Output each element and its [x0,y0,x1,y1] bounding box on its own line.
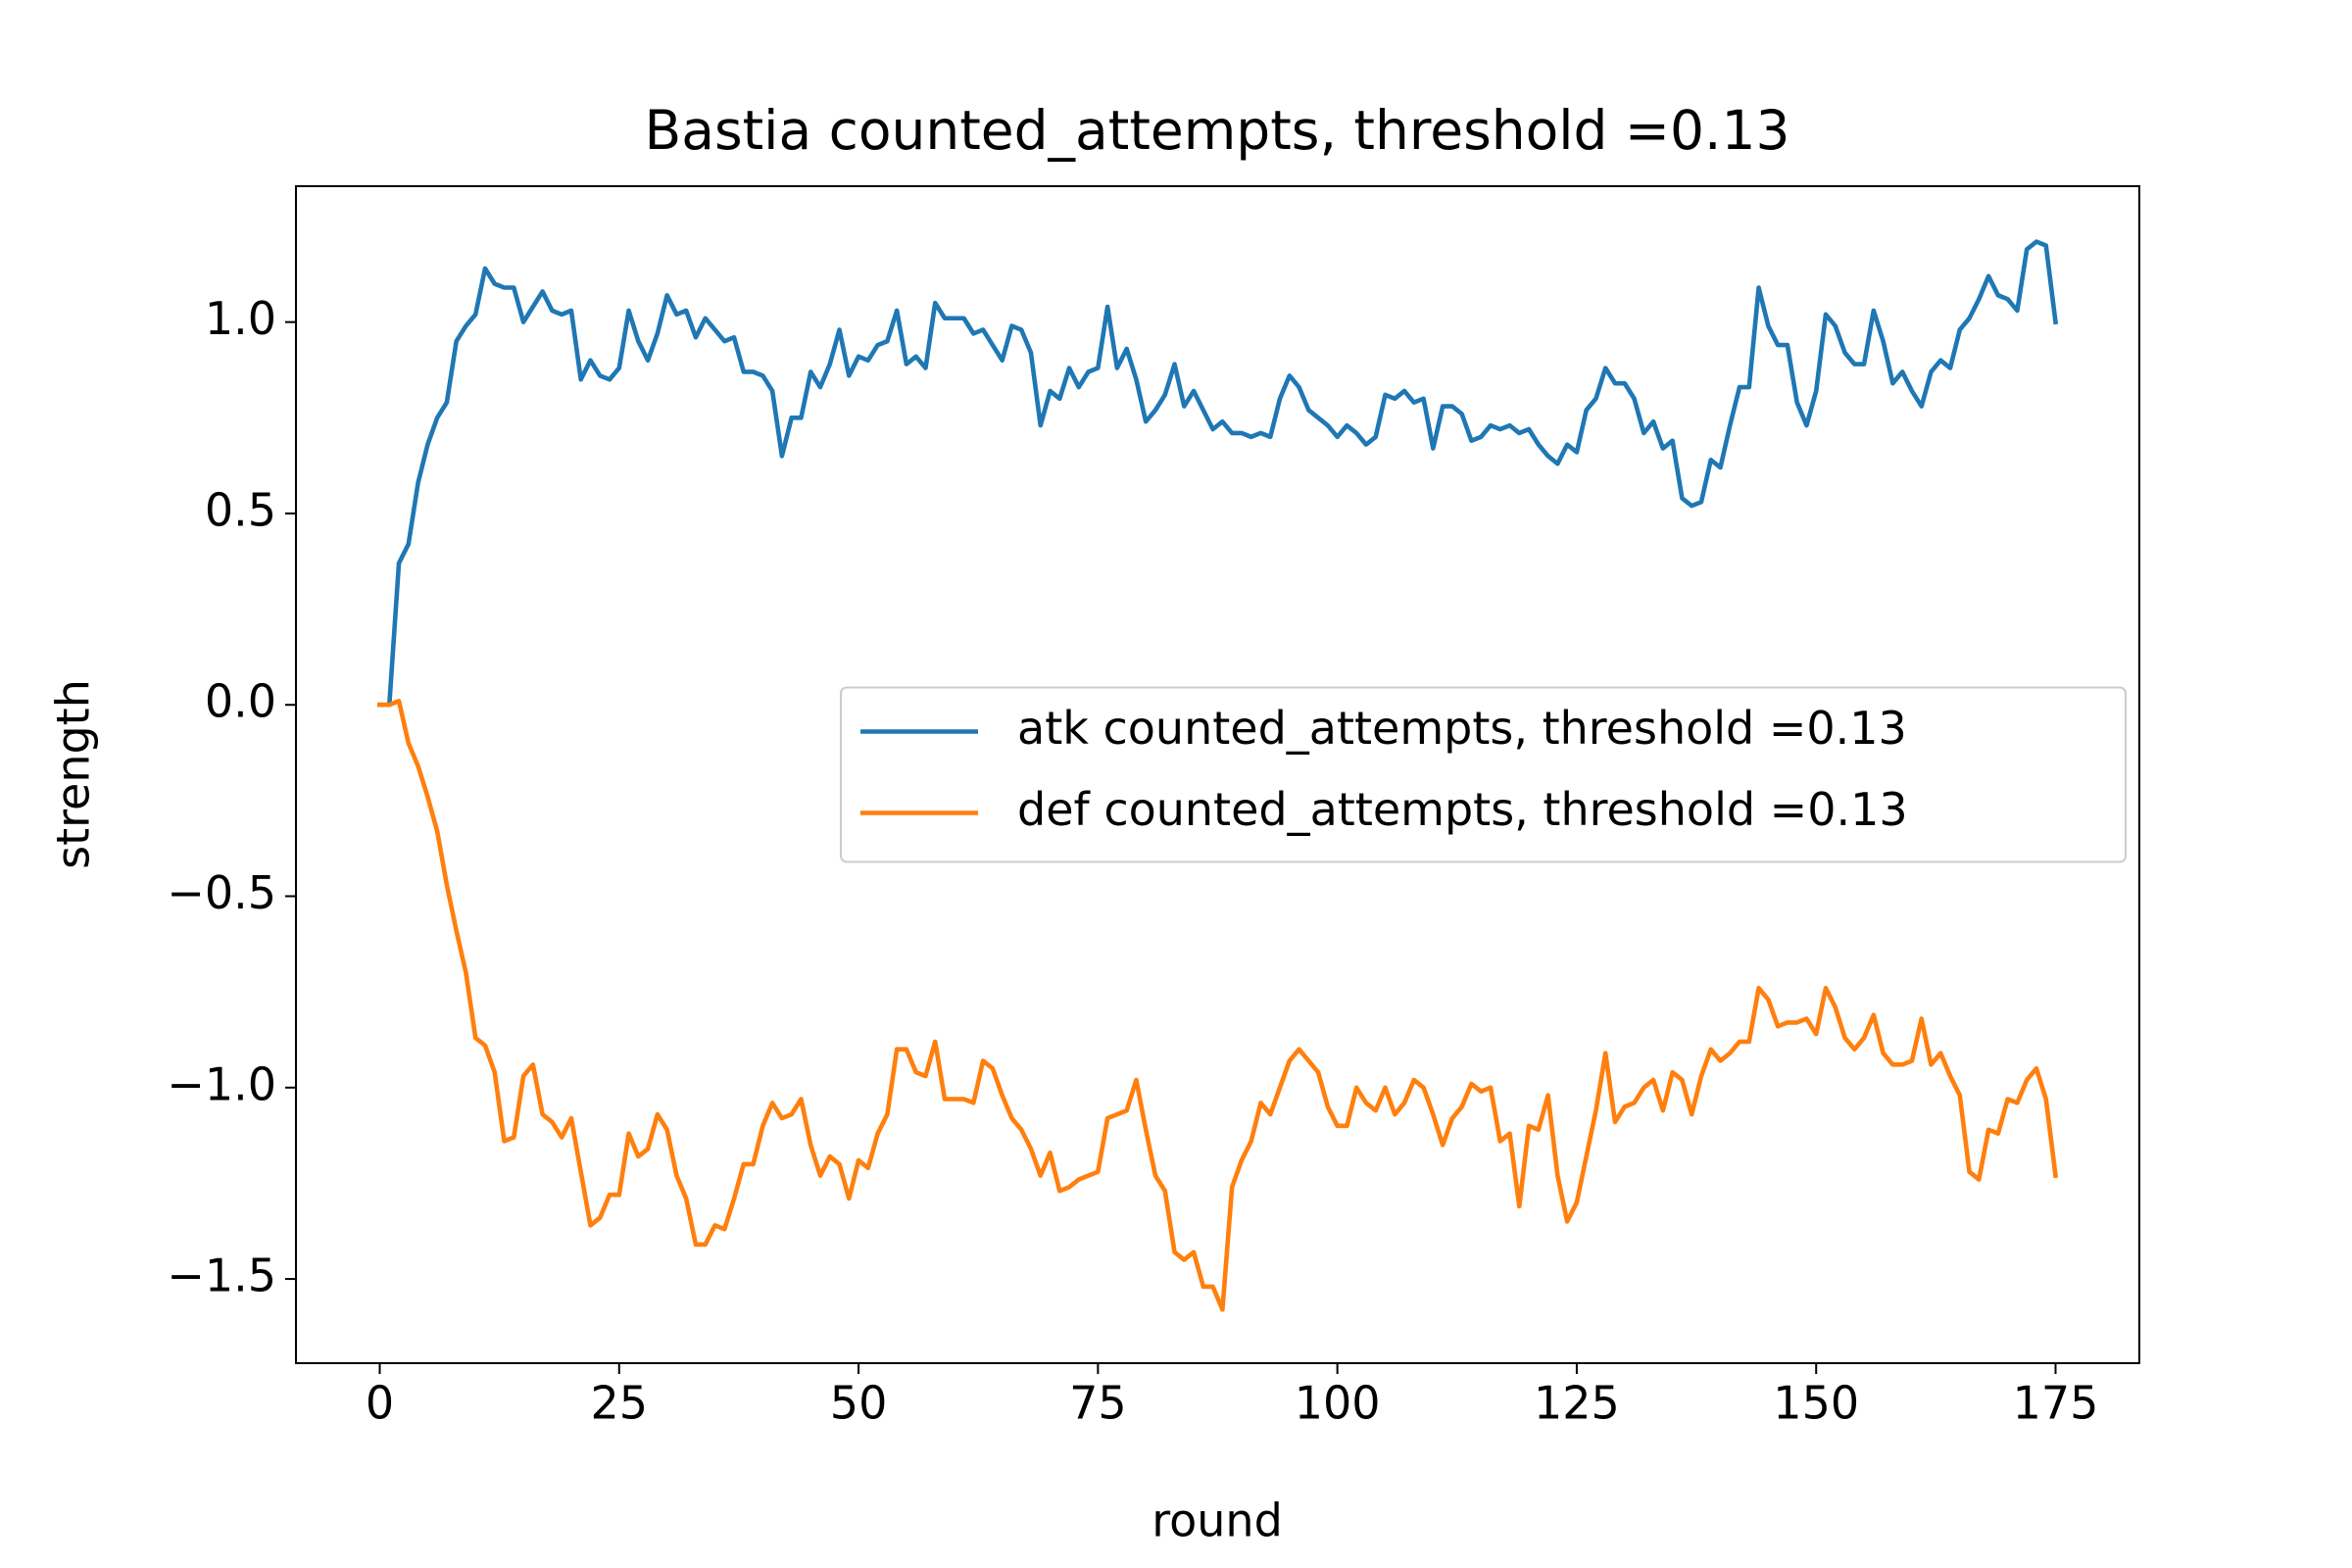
x-tick-label: 50 [830,1377,888,1430]
x-tick-label: 125 [1534,1377,1620,1430]
series-line [377,699,2059,1312]
y-tick-label: −1.0 [167,1057,276,1110]
series-line [377,239,2059,708]
legend: atk counted_attempts, threshold =0.13 def… [840,686,2127,863]
x-tick-label: 175 [2013,1377,2099,1430]
legend-box [840,686,2127,863]
y-tick-label: −1.5 [167,1250,276,1302]
chart-title: Bastia counted_attempts, threshold =0.13 [645,99,1790,162]
x-tick-label: 150 [1773,1377,1859,1430]
y-tick-label: 0.0 [205,675,276,728]
x-tick-label: 75 [1069,1377,1127,1430]
y-axis-label: strength [47,679,100,869]
x-tick-label: 100 [1295,1377,1381,1430]
y-tick-label: 1.0 [205,292,276,345]
x-axis-label: round [1152,1494,1283,1547]
legend-label: atk counted_attempts, threshold =0.13 [1017,702,1907,755]
y-tick-label: −0.5 [167,866,276,919]
x-tick-label: 25 [591,1377,649,1430]
y-tick-label: 0.5 [205,483,276,536]
plot-frame [295,185,2140,1364]
x-tick-label: 0 [366,1377,394,1430]
legend-label: def counted_attempts, threshold =0.13 [1017,783,1908,836]
